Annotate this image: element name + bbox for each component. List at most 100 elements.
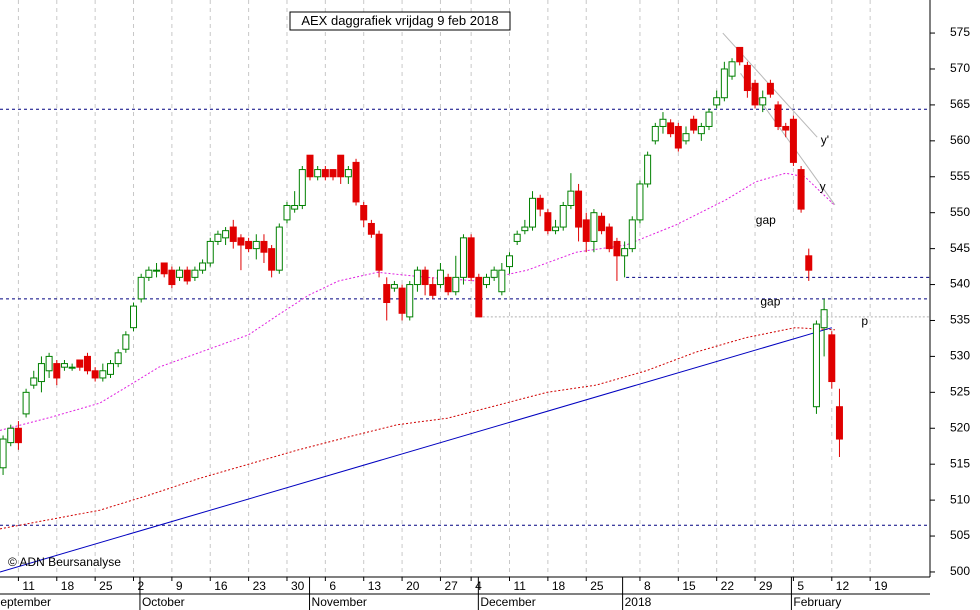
candle-body	[0, 438, 7, 469]
candle-body	[667, 122, 675, 135]
candle-body	[628, 219, 636, 250]
candle-body	[291, 205, 299, 210]
chart-title: AEX daggrafiek vrijdag 9 feb 2018	[301, 13, 498, 28]
candle-body	[268, 248, 276, 271]
candle-body	[682, 133, 690, 142]
x-tick-label: 11	[22, 579, 35, 593]
candle-body	[206, 240, 214, 264]
candle-body	[298, 169, 306, 207]
candle-body	[106, 363, 114, 375]
y-tick-label: 515	[950, 456, 970, 470]
x-tick-label: 8	[644, 579, 651, 593]
candle-body	[245, 240, 253, 250]
candle-body	[713, 97, 721, 106]
candle-body	[99, 370, 107, 379]
candle-body	[582, 219, 590, 242]
candle-body	[344, 169, 352, 178]
candle-body	[14, 427, 22, 444]
candle-body	[45, 355, 53, 372]
candle-body	[53, 363, 61, 379]
x-tick-label: 11	[514, 579, 527, 593]
candle-body	[598, 215, 606, 232]
candle-body	[22, 391, 30, 415]
candle-body	[690, 118, 698, 131]
annotation: y'	[821, 133, 829, 147]
candle-body	[122, 334, 130, 350]
candle-body	[260, 240, 268, 253]
candle-body	[459, 237, 467, 278]
candle-body	[552, 226, 560, 232]
candle-body	[575, 190, 583, 228]
candle-body	[168, 269, 176, 286]
candle-body	[60, 363, 68, 368]
candle-body	[482, 276, 490, 286]
candle-body	[137, 276, 145, 300]
candle-body	[145, 269, 153, 278]
title-box	[289, 11, 511, 31]
y-tick-label: 550	[950, 205, 970, 219]
candle-body	[736, 46, 744, 63]
y-tick-label: 560	[950, 133, 970, 147]
x-tick-label: 5	[797, 579, 804, 593]
x-tick-label: 25	[590, 579, 604, 593]
x-tick-label: 13	[368, 579, 382, 593]
month-label: November	[312, 595, 367, 609]
x-tick-label: 29	[759, 579, 773, 593]
candle-body	[452, 276, 460, 293]
candle-body	[275, 226, 283, 271]
month-label: December	[480, 595, 535, 609]
candle-body	[37, 363, 45, 383]
candle-body	[214, 233, 222, 242]
x-tick-label: 18	[552, 579, 566, 593]
y-tick-label: 505	[950, 528, 970, 542]
annotation: gap	[756, 213, 776, 227]
candle-body	[544, 212, 552, 232]
indicator-line	[0, 172, 836, 431]
candle-body	[567, 190, 575, 207]
x-tick-label: 12	[836, 579, 850, 593]
candle-body	[613, 240, 621, 257]
candle-body	[222, 230, 230, 239]
candle-body	[390, 284, 398, 289]
candle-body	[160, 262, 168, 275]
candle-body	[176, 269, 184, 278]
candle-body	[674, 125, 682, 149]
candle-body	[352, 161, 360, 203]
candle-body	[383, 284, 391, 304]
plot-area	[0, 32, 930, 573]
x-tick-label: 25	[99, 579, 113, 593]
y-tick-label: 535	[950, 313, 970, 327]
candle-body	[590, 212, 598, 242]
candle-body	[805, 255, 813, 271]
month-label: September	[0, 595, 51, 609]
candle-body	[720, 68, 728, 99]
annotation: p	[861, 314, 868, 328]
candle-body	[782, 125, 790, 131]
candle-body	[498, 269, 506, 293]
candle-body	[490, 269, 498, 278]
candle-body	[521, 226, 529, 232]
candle-body	[475, 276, 483, 318]
candle-body	[766, 82, 774, 95]
candle-body	[191, 269, 199, 278]
candle-body	[644, 154, 652, 185]
y-tick-label: 575	[950, 25, 970, 39]
grid	[17, 0, 871, 577]
candle-body	[360, 205, 368, 221]
x-tick-label: 27	[444, 579, 458, 593]
candle-body	[513, 233, 521, 242]
candle-body	[337, 154, 345, 178]
indicator-line	[0, 327, 835, 530]
candle-body	[705, 111, 713, 127]
candle-body	[536, 197, 544, 210]
candle-body	[429, 284, 437, 296]
candle-body	[797, 169, 805, 210]
x-tick-label: 18	[61, 579, 75, 593]
candle-body	[283, 205, 291, 221]
y-tick-label: 555	[950, 169, 970, 183]
candle-body	[636, 183, 644, 221]
candle-body	[199, 262, 207, 271]
candle-body	[828, 334, 836, 383]
